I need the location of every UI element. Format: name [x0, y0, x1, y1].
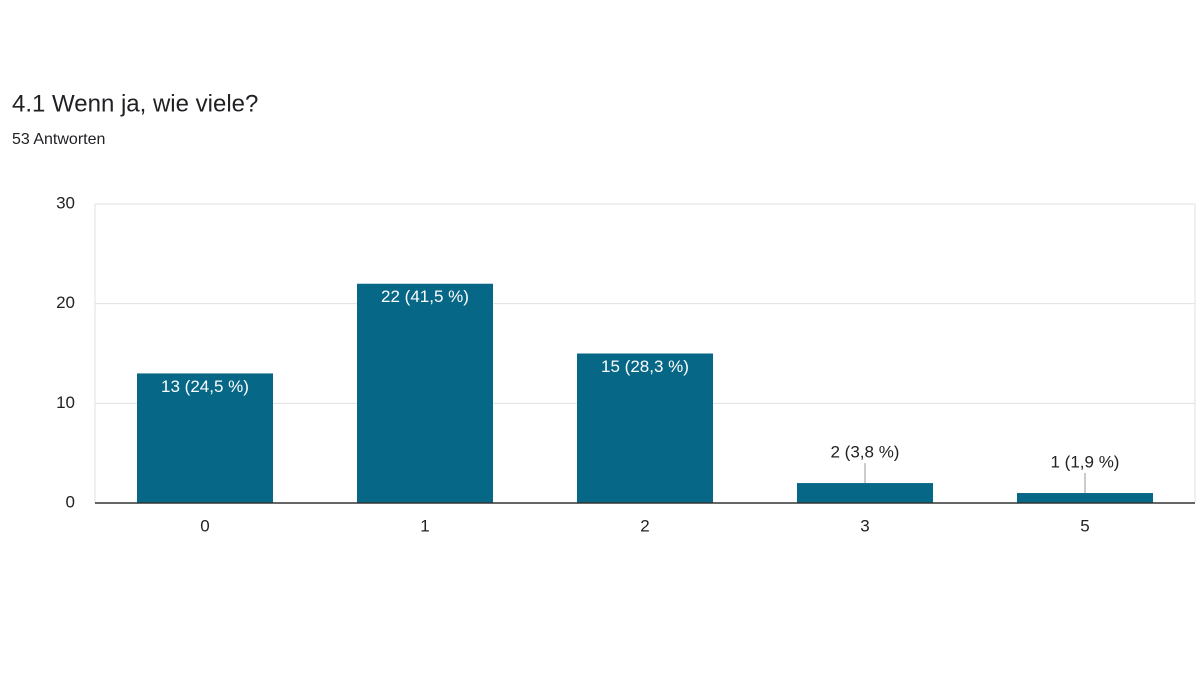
- chart-title: 4.1 Wenn ja, wie viele?: [12, 90, 258, 117]
- value-label: 1 (1,9 %): [1051, 453, 1120, 472]
- bar: [577, 353, 713, 503]
- x-tick-label: 5: [1080, 516, 1089, 535]
- bar: [797, 483, 933, 503]
- bar: [357, 283, 493, 503]
- y-tick-label: 0: [66, 492, 75, 511]
- bar: [1017, 493, 1153, 503]
- bar: [137, 373, 273, 503]
- x-tick-label: 0: [200, 516, 209, 535]
- y-tick-label: 30: [56, 193, 75, 212]
- value-label: 22 (41,5 %): [381, 287, 469, 306]
- value-label: 13 (24,5 %): [161, 377, 249, 396]
- value-label: 15 (28,3 %): [601, 357, 689, 376]
- x-tick-label: 1: [420, 516, 429, 535]
- x-tick-label: 3: [860, 516, 869, 535]
- y-tick-label: 20: [56, 293, 75, 312]
- chart-subtitle: 53 Antworten: [12, 131, 105, 148]
- y-tick-label: 10: [56, 393, 75, 412]
- value-label: 2 (3,8 %): [831, 443, 900, 462]
- x-tick-label: 2: [640, 516, 649, 535]
